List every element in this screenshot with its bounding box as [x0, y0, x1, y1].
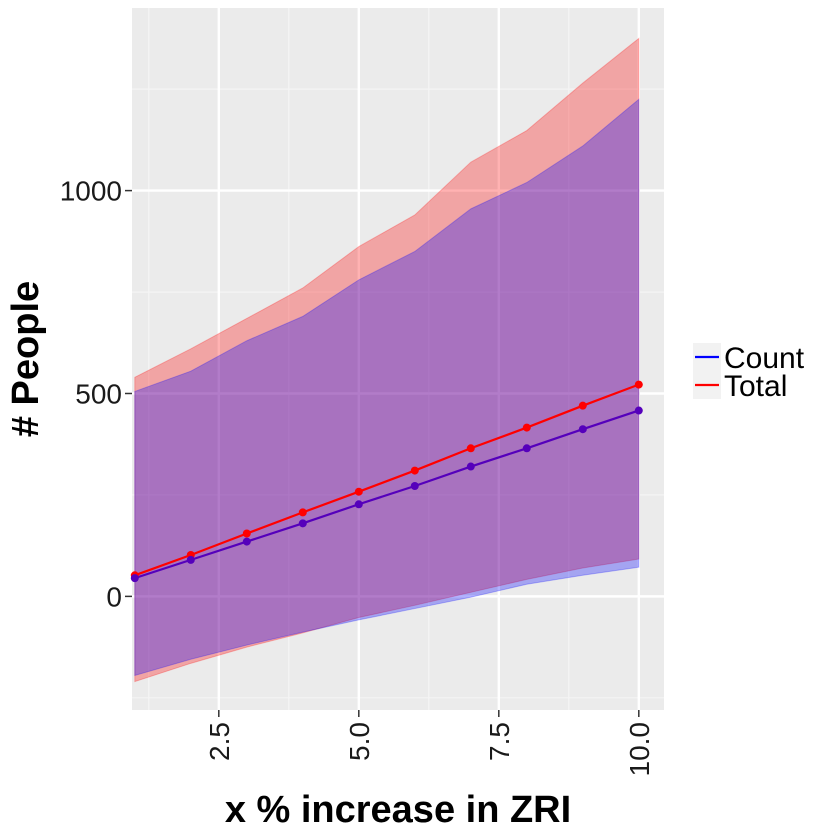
- ribbon-total: [134, 37, 640, 683]
- point-total: [410, 466, 419, 475]
- point-total: [242, 529, 251, 538]
- line-count: [134, 409, 640, 580]
- y-axis-title: # People: [5, 281, 47, 437]
- confidence-ribbons: [134, 37, 640, 683]
- minor-gridlines: [132, 8, 664, 710]
- point-count: [186, 555, 195, 564]
- y-tick-label: 500: [75, 378, 122, 409]
- point-count: [130, 574, 139, 583]
- y-tick-label: 0: [106, 581, 122, 612]
- point-total: [298, 508, 307, 517]
- point-total: [466, 444, 475, 453]
- legend-label-total: Total: [724, 370, 787, 403]
- x-tick-label: 2.5: [204, 722, 235, 761]
- series-lines: [134, 383, 640, 580]
- panel-background: [132, 8, 664, 710]
- point-count: [354, 500, 363, 509]
- series-points: [130, 380, 643, 583]
- x-tick-label: 5.0: [344, 722, 375, 761]
- point-count: [410, 482, 419, 491]
- x-tick-label: 7.5: [484, 722, 515, 761]
- ribbon-count: [134, 98, 640, 677]
- point-total: [354, 487, 363, 496]
- point-count: [298, 519, 307, 528]
- point-total: [634, 380, 643, 389]
- point-count: [466, 462, 475, 471]
- line-total: [134, 383, 640, 577]
- point-total: [522, 423, 531, 432]
- point-count: [522, 444, 531, 453]
- y-tick-label: 1000: [60, 176, 122, 207]
- point-count: [242, 537, 251, 546]
- axes: 0 500 1000 2.5 5.0 7.5 10.0: [60, 176, 655, 777]
- x-axis-title: x % increase in ZRI: [225, 789, 571, 830]
- point-count: [634, 406, 643, 415]
- point-count: [578, 425, 587, 434]
- legend-label-count: Count: [724, 342, 805, 375]
- point-total: [578, 401, 587, 410]
- x-tick-label: 10.0: [624, 722, 655, 777]
- major-gridlines: [132, 8, 664, 710]
